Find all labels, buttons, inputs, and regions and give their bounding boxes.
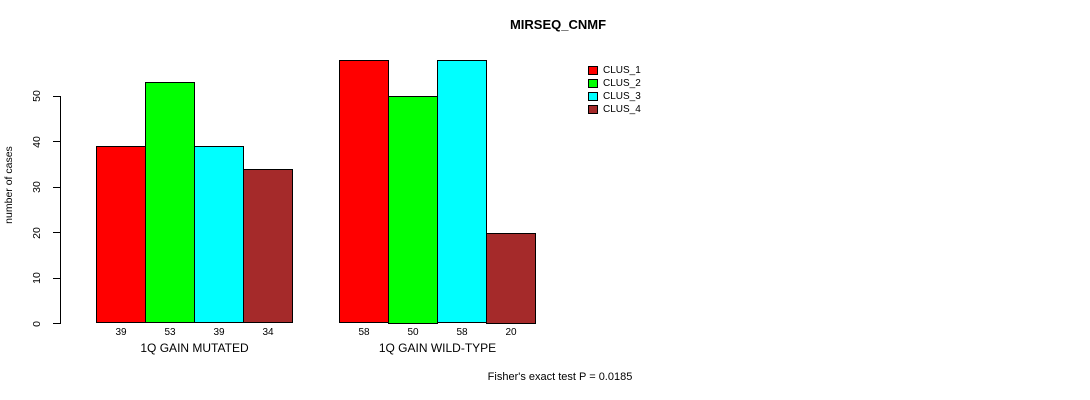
- group-label-1q-gain-mutated: 1Q GAIN MUTATED: [140, 341, 249, 355]
- bar-value-label: 34: [262, 327, 274, 338]
- legend-label: CLUS_4: [603, 103, 641, 115]
- y-tick: [53, 232, 60, 233]
- legend-label: CLUS_3: [603, 90, 641, 102]
- y-axis-line: [60, 96, 61, 324]
- bar-value-label: 58: [358, 327, 370, 338]
- bar-value-label: 53: [164, 327, 176, 338]
- legend-label: CLUS_1: [603, 64, 641, 76]
- bar-clus_2-1q-gain-mutated: [145, 82, 195, 324]
- group-label-1q-gain-wild-type: 1Q GAIN WILD-TYPE: [378, 341, 497, 355]
- y-tick: [53, 95, 60, 97]
- legend-item-clus_4: CLUS_4: [588, 103, 641, 116]
- y-tick: [53, 277, 60, 279]
- bar-clus_3-1q-gain-wild-type: [437, 59, 487, 324]
- bar-clus_2-1q-gain-wild-type: [388, 96, 438, 324]
- fisher-test-annotation: Fisher's exact test P = 0.0185: [487, 371, 633, 383]
- bar-value-label: 50: [407, 327, 419, 338]
- bar-clus_4-1q-gain-mutated: [243, 168, 293, 324]
- bar-clus_1-1q-gain-mutated: [96, 146, 146, 324]
- y-tick: [53, 186, 60, 188]
- legend-swatch-clus_2: [588, 79, 598, 88]
- legend-swatch-clus_4: [588, 105, 598, 114]
- chart-title: MIRSEQ_CNMF: [509, 17, 607, 32]
- bar-value-label: 20: [505, 327, 517, 338]
- bar-value-label: 58: [456, 327, 468, 338]
- y-axis-title: number of cases: [3, 146, 15, 224]
- legend-swatch-clus_1: [588, 66, 598, 75]
- y-tick-label: 40: [31, 135, 43, 148]
- y-tick-label: 10: [31, 272, 43, 284]
- bar-value-label: 39: [115, 327, 127, 338]
- y-tick-label: 50: [31, 90, 43, 102]
- legend-item-clus_1: CLUS_1: [588, 64, 641, 77]
- legend-swatch-clus_3: [588, 92, 598, 101]
- y-tick: [53, 323, 60, 324]
- bar-clus_1-1q-gain-wild-type: [339, 59, 389, 324]
- bar-value-label: 39: [213, 327, 225, 338]
- bar-clus_3-1q-gain-mutated: [194, 146, 244, 324]
- y-tick-label: 0: [31, 320, 43, 327]
- legend-item-clus_3: CLUS_3: [588, 90, 641, 103]
- legend: CLUS_1 CLUS_2 CLUS_3 CLUS_4: [588, 64, 641, 116]
- y-tick-label: 30: [31, 181, 43, 193]
- legend-item-clus_2: CLUS_2: [588, 77, 641, 90]
- bar-clus_4-1q-gain-wild-type: [486, 232, 536, 324]
- y-tick-label: 20: [31, 226, 43, 239]
- legend-label: CLUS_2: [603, 77, 641, 89]
- y-tick: [53, 141, 60, 142]
